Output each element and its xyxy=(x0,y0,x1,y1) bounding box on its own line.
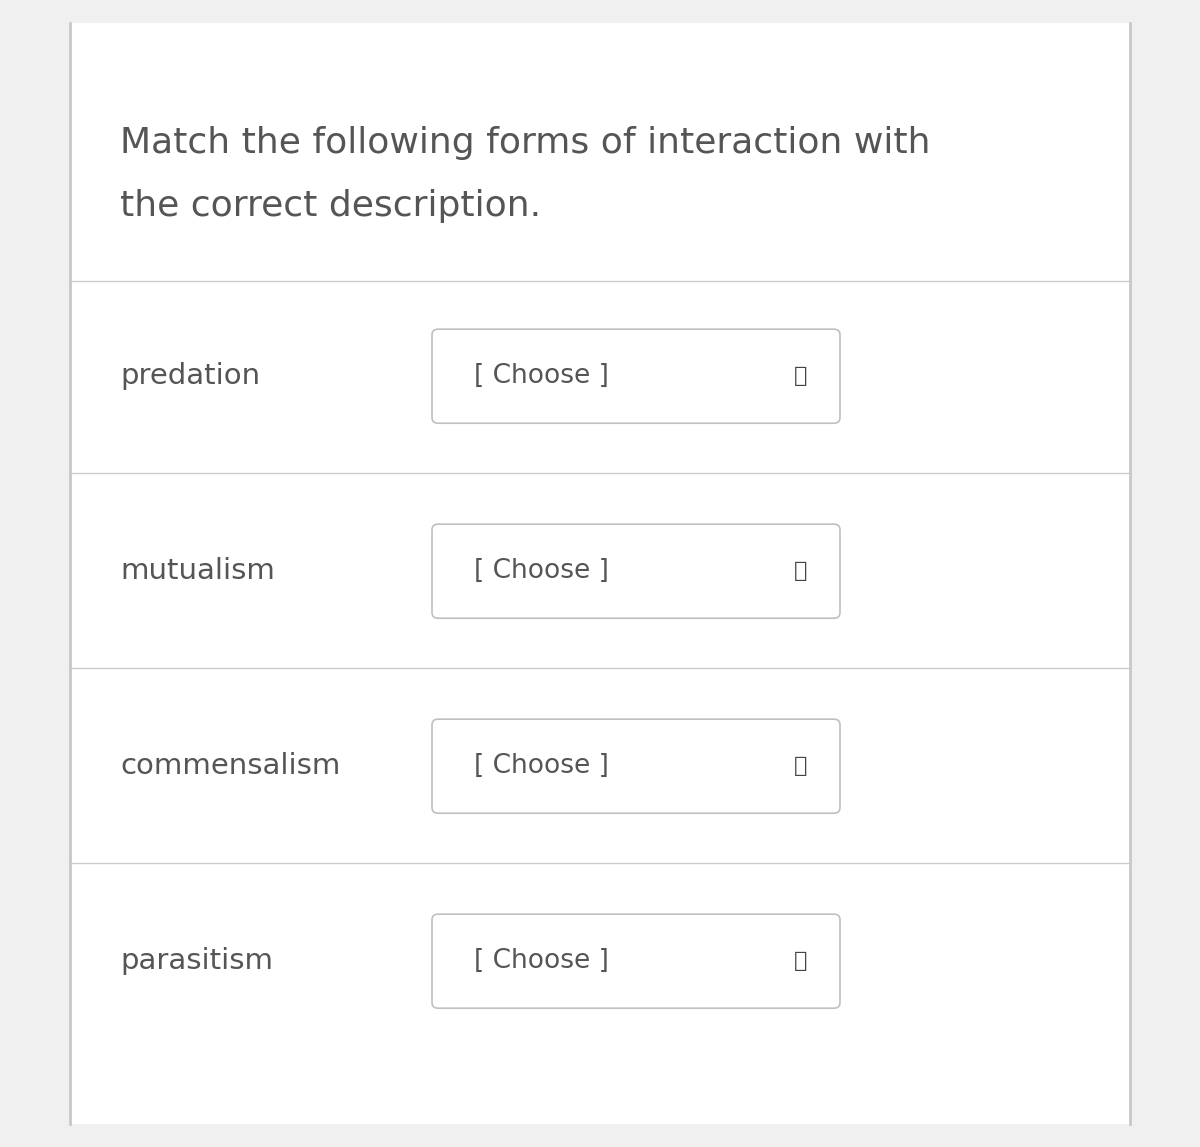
Text: [ Choose ]: [ Choose ] xyxy=(474,754,608,779)
FancyBboxPatch shape xyxy=(432,719,840,813)
Text: [ Choose ]: [ Choose ] xyxy=(474,364,608,389)
Text: ⤢: ⤢ xyxy=(793,951,808,972)
FancyBboxPatch shape xyxy=(432,914,840,1008)
Text: commensalism: commensalism xyxy=(120,752,341,780)
FancyBboxPatch shape xyxy=(70,23,1130,1124)
Text: ⤢: ⤢ xyxy=(793,561,808,582)
FancyBboxPatch shape xyxy=(432,329,840,423)
FancyBboxPatch shape xyxy=(432,524,840,618)
Text: the correct description.: the correct description. xyxy=(120,189,541,224)
Text: mutualism: mutualism xyxy=(120,557,275,585)
Text: Match the following forms of interaction with: Match the following forms of interaction… xyxy=(120,126,930,161)
Text: predation: predation xyxy=(120,362,260,390)
Text: [ Choose ]: [ Choose ] xyxy=(474,949,608,974)
Text: [ Choose ]: [ Choose ] xyxy=(474,559,608,584)
Text: ⤢: ⤢ xyxy=(793,756,808,777)
Text: ⤢: ⤢ xyxy=(793,366,808,387)
Text: parasitism: parasitism xyxy=(120,947,274,975)
